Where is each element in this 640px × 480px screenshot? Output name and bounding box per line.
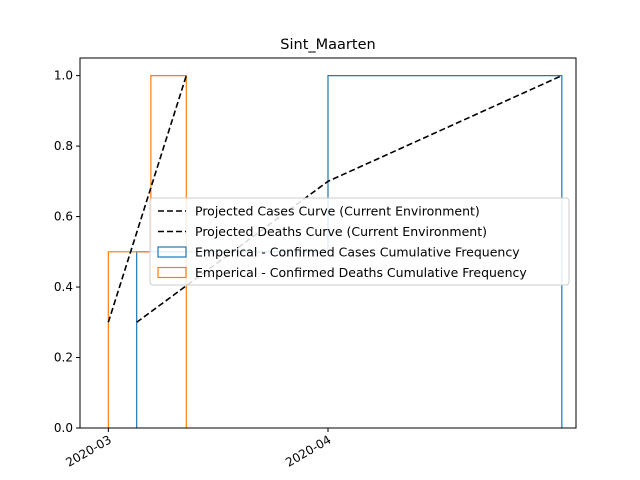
legend: Projected Cases Curve (Current Environme… xyxy=(149,197,570,286)
legend-label-2: Emperical - Confirmed Cases Cumulative F… xyxy=(195,245,520,260)
legend-handle-3 xyxy=(157,266,187,279)
line-series-1 xyxy=(107,75,188,323)
step-series-3 xyxy=(107,75,187,428)
y-tick-label: 0.4 xyxy=(54,280,73,294)
legend-handle-2 xyxy=(157,246,187,258)
legend-label-1: Projected Deaths Curve (Current Environm… xyxy=(195,224,487,239)
chart-title: Sint_Maarten xyxy=(280,37,375,53)
y-tick-label: 0.2 xyxy=(54,351,73,365)
plot-area xyxy=(107,74,563,428)
legend-label-0: Projected Cases Curve (Current Environme… xyxy=(195,204,480,219)
y-tick-label: 0.8 xyxy=(54,139,73,153)
y-tick-label: 1.0 xyxy=(54,69,73,83)
y-tick-label: 0.6 xyxy=(54,210,73,224)
legend-label-3: Emperical - Confirmed Deaths Cumulative … xyxy=(195,265,527,280)
y-tick-label: 0.0 xyxy=(54,421,73,435)
line-series-0 xyxy=(136,74,563,323)
legend-box xyxy=(149,197,570,286)
step-series-2 xyxy=(136,75,563,428)
